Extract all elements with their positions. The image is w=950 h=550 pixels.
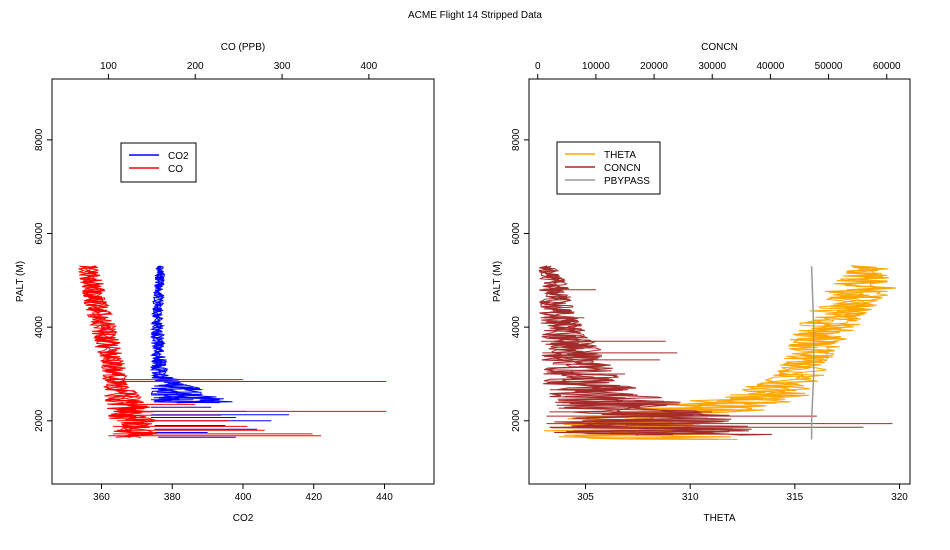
y-tick-label: 2000 [511, 409, 522, 432]
plot-frame [528, 78, 911, 485]
top-x-tick-label: 100 [100, 61, 117, 72]
y-tick-label: 6000 [34, 222, 45, 245]
panel-co2-co: 360 380 400 420 440 CO2 100 200 300 400 CO (PPB) 20… [15, 42, 435, 524]
y-axis-label: PALT (M) [492, 261, 503, 302]
top-x-tick-label: 60000 [873, 61, 901, 72]
y-tick-label: 4000 [511, 316, 522, 339]
top-x-tick-label: 30000 [698, 61, 726, 72]
plot-frame [51, 78, 435, 485]
legend-label-pbypass: PBYPASS [604, 176, 650, 187]
x-axis-label: CO2 [233, 513, 254, 524]
legend-label-co: CO [168, 164, 183, 175]
series-concn-line [538, 265, 773, 436]
top-x-tick-label: 20000 [640, 61, 668, 72]
legend-box [556, 141, 661, 195]
x-tick-label: 400 [235, 492, 252, 503]
x-tick-label: 310 [682, 492, 699, 503]
series-pbypass-line [810, 266, 815, 440]
x-tick-label: 440 [376, 492, 393, 503]
series-co-line [78, 265, 158, 439]
top-x-tick-label: 40000 [756, 61, 784, 72]
x-axis-label: THETA [703, 513, 735, 524]
x-tick-label: 305 [577, 492, 594, 503]
legend-box [120, 142, 197, 183]
legend-label-co2: CO2 [168, 151, 189, 162]
top-x-tick-label: 200 [187, 61, 204, 72]
legend-label-concn: CONCN [604, 163, 641, 174]
series-concn-spikes [539, 289, 893, 428]
y-tick-label: 8000 [511, 128, 522, 151]
panel-theta-concn: 305 310 315 320 THETA 0 10000 20000 30000 40000 50… [492, 42, 911, 524]
top-x-tick-label: 400 [361, 61, 378, 72]
x-tick-label: 320 [891, 492, 908, 503]
top-x-tick-label: 50000 [815, 61, 843, 72]
x-tick-label: 315 [787, 492, 804, 503]
y-axis-label: PALT (M) [15, 261, 26, 302]
figure-title: ACME Flight 14 Stripped Data [408, 10, 542, 21]
x-tick-label: 420 [305, 492, 322, 503]
top-x-axis-label: CO (PPB) [221, 42, 265, 53]
series-co2-line [149, 265, 233, 404]
top-x-tick-label: 0 [535, 61, 541, 72]
top-x-axis-label: CONCN [701, 42, 738, 53]
series-co-spikes [108, 379, 387, 437]
y-tick-label: 4000 [34, 316, 45, 339]
y-tick-label: 2000 [34, 409, 45, 432]
x-tick-label: 360 [93, 492, 110, 503]
top-x-tick-label: 300 [274, 61, 291, 72]
y-tick-label: 8000 [34, 128, 45, 151]
series-theta-line [543, 265, 897, 440]
y-tick-label: 6000 [511, 222, 522, 245]
x-tick-label: 380 [164, 492, 181, 503]
legend-label-theta: THETA [604, 150, 636, 161]
top-x-tick-label: 10000 [582, 61, 610, 72]
